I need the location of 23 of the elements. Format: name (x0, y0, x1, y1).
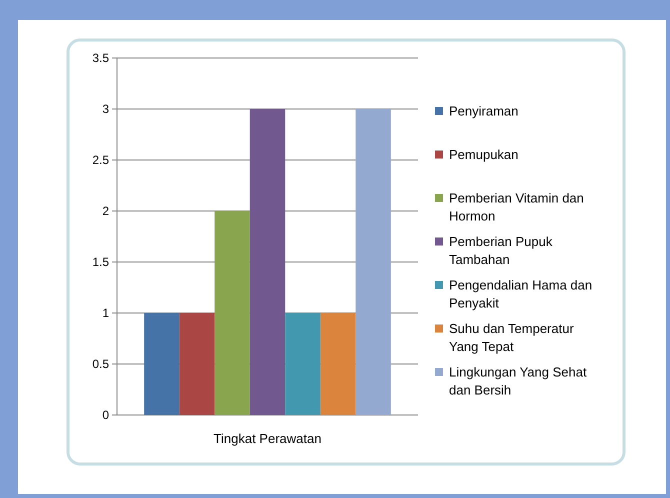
y-tick-label: 3 (102, 102, 110, 116)
x-tick-label: Tingkat Perawatan (214, 431, 322, 446)
y-tick-label: 3.5 (92, 51, 110, 66)
y-tick-label: 2.5 (92, 153, 110, 168)
bar (285, 313, 320, 415)
legend-label: Pemberian Pupuk Tambahan (449, 234, 553, 268)
bar (179, 313, 215, 415)
legend-label: Suhu dan Temperatur Yang Tepat (449, 321, 574, 354)
y-tick-label: 0.5 (92, 357, 110, 372)
legend-label: Pemupukan (449, 147, 518, 162)
legend-label: Lingkungan Yang Sehat dan Bersih (449, 364, 587, 398)
y-tick-label: 2 (102, 204, 110, 218)
legend-label: Penyiraman (449, 104, 518, 119)
bar (250, 109, 286, 415)
bar (320, 313, 356, 415)
legend-label: Pengendalian Hama dan Penyakit (449, 278, 592, 311)
bar (144, 313, 180, 415)
y-tick-label: 0 (102, 408, 110, 422)
y-tick-label: 1 (102, 306, 110, 320)
bar (214, 211, 250, 415)
bar (356, 109, 391, 415)
y-tick-label: 1.5 (92, 255, 110, 270)
legend-label: Pemberian Vitamin dan Hormon (449, 190, 584, 224)
